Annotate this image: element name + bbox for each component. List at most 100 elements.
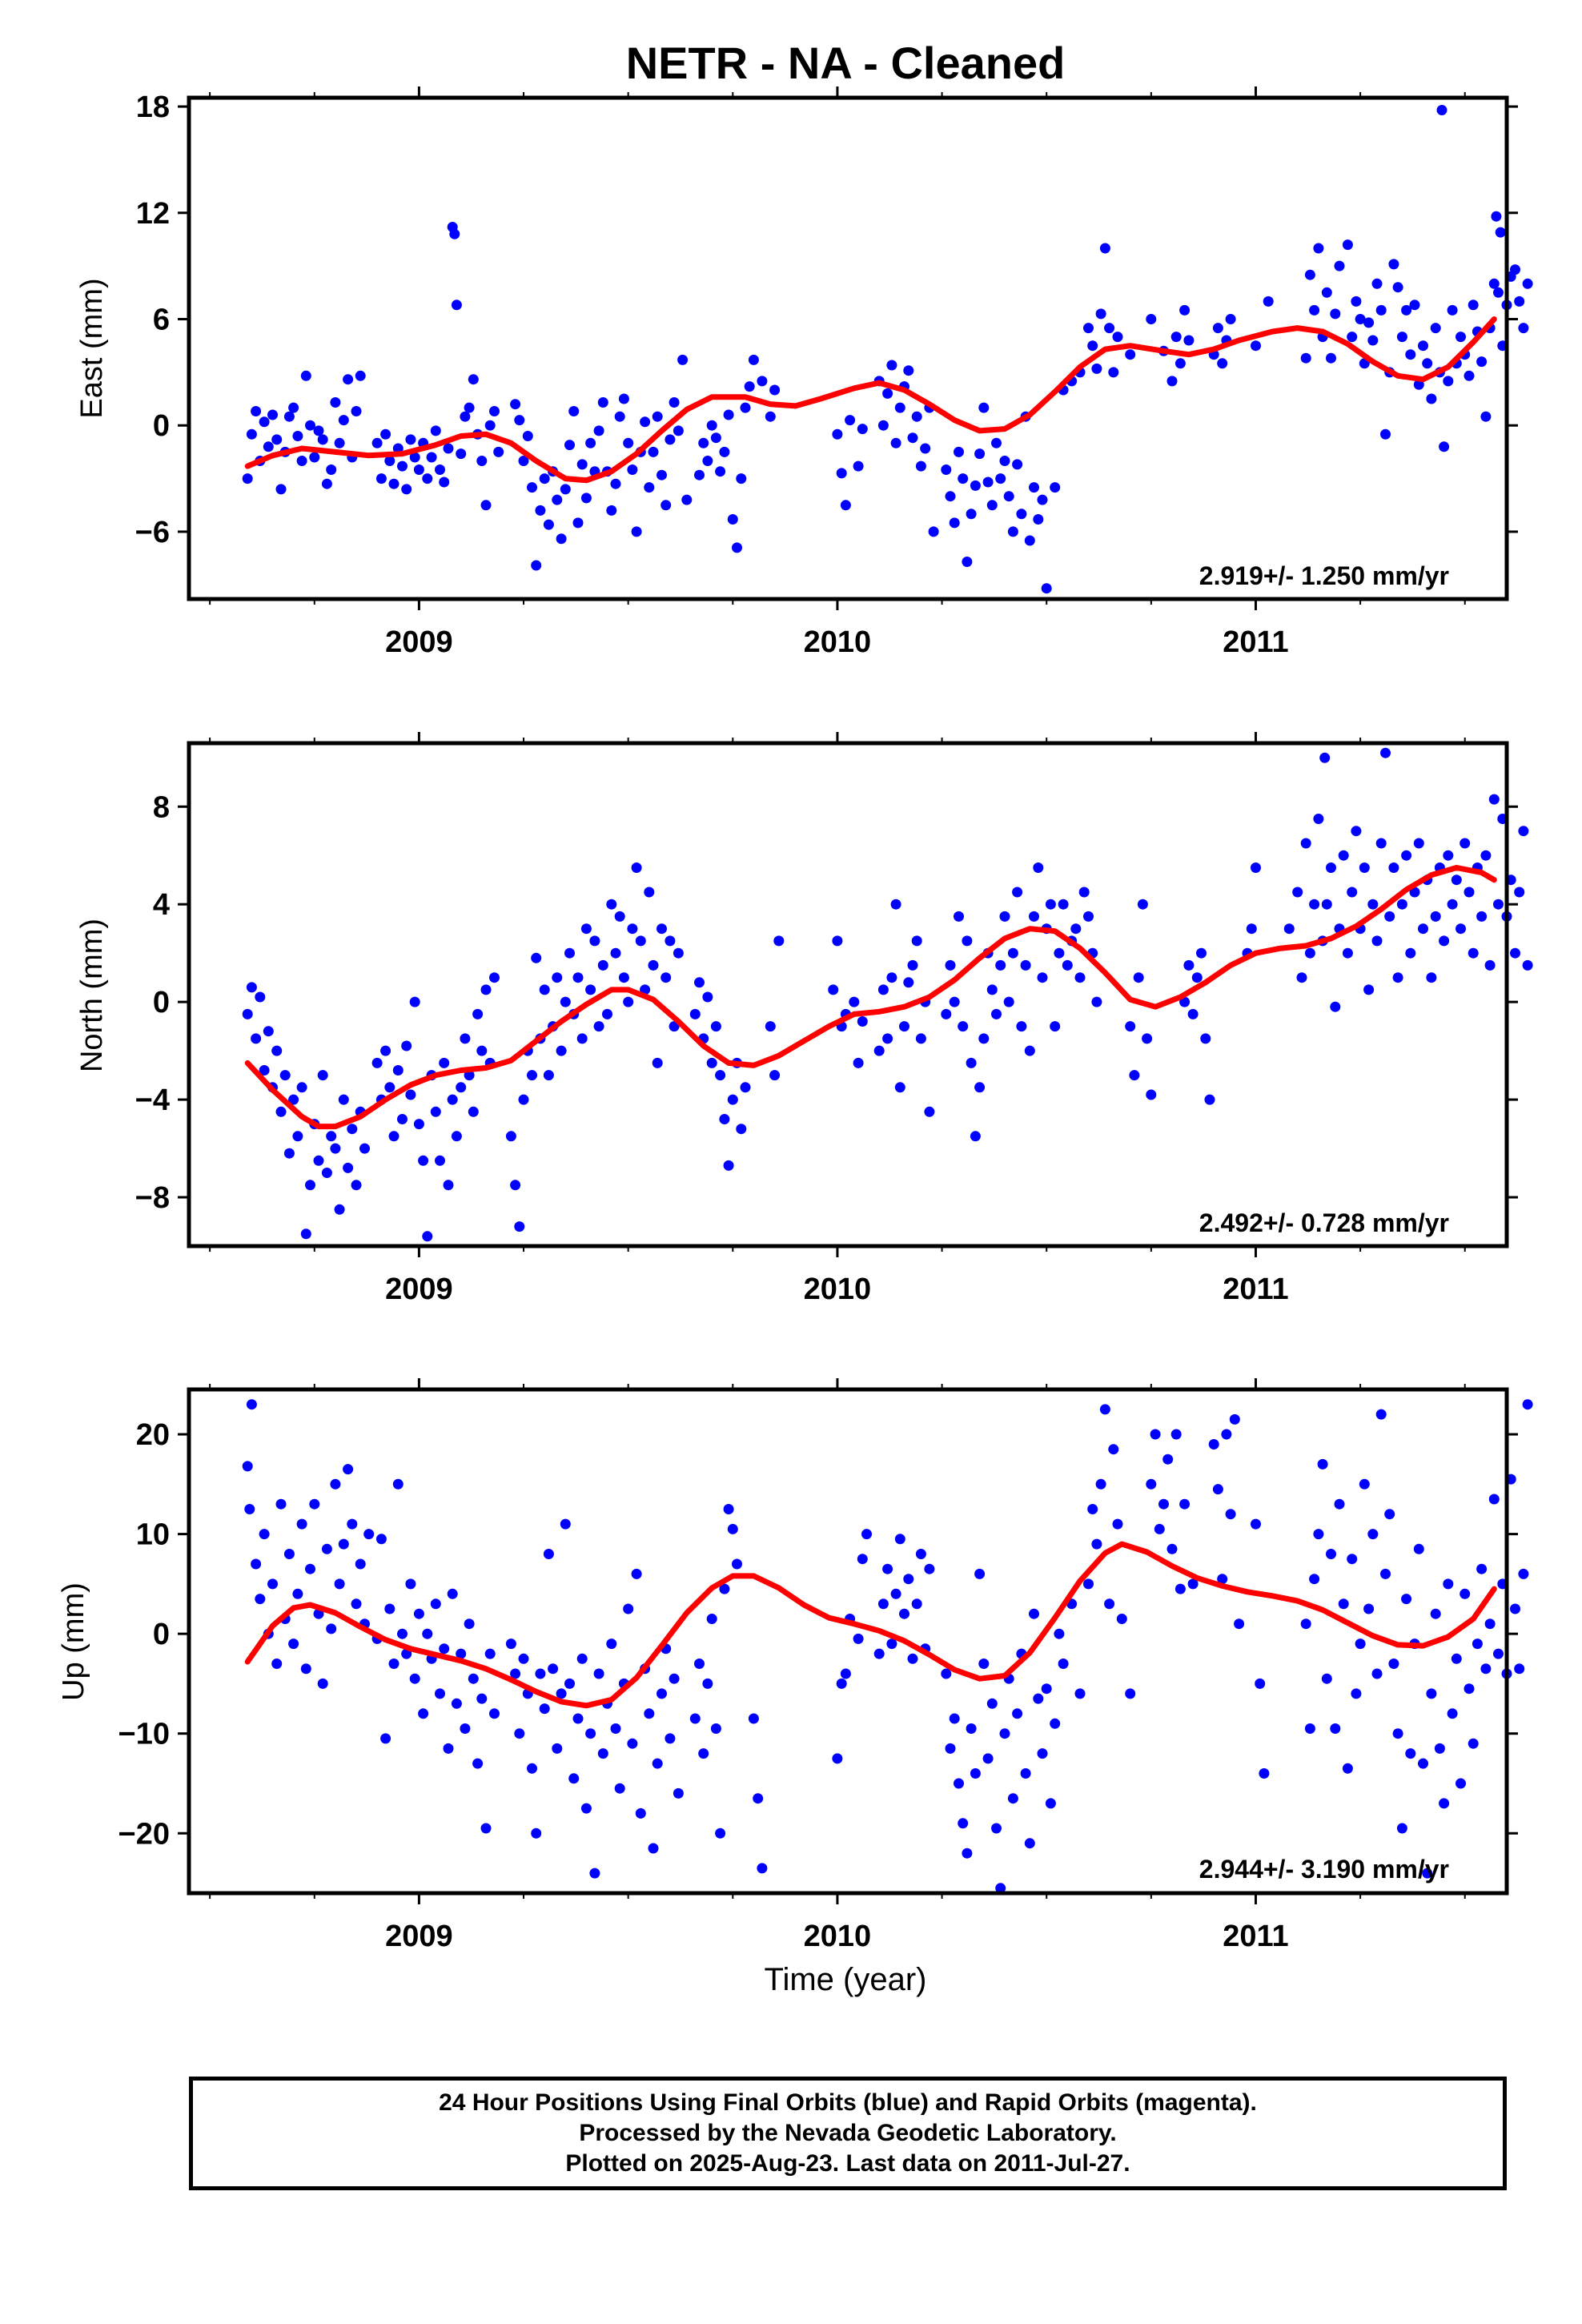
north-point bbox=[468, 1106, 479, 1117]
east-point bbox=[1263, 296, 1274, 307]
north-point bbox=[715, 1070, 726, 1081]
north-plot-frame bbox=[187, 741, 1509, 1248]
north-point bbox=[606, 899, 617, 910]
east-point bbox=[259, 416, 270, 428]
east-point bbox=[439, 476, 450, 488]
up-point bbox=[1405, 1748, 1416, 1759]
east-point bbox=[945, 491, 956, 502]
up-point bbox=[1108, 1444, 1119, 1455]
north-point bbox=[1137, 899, 1148, 910]
north-point bbox=[1133, 972, 1144, 983]
north-point bbox=[1388, 862, 1399, 873]
east-point bbox=[1491, 211, 1502, 222]
east-point bbox=[954, 446, 964, 457]
up-point bbox=[392, 1478, 404, 1490]
up-point bbox=[476, 1693, 488, 1704]
north-point bbox=[1493, 899, 1504, 910]
east-point bbox=[1380, 428, 1391, 440]
east-point bbox=[430, 425, 441, 436]
east-point bbox=[1409, 300, 1420, 311]
north-points bbox=[242, 747, 1533, 1242]
north-point bbox=[560, 996, 571, 1007]
north-xtick-label: 2009 bbox=[385, 1273, 453, 1306]
north-point bbox=[1326, 862, 1336, 873]
north-point bbox=[673, 947, 684, 959]
north-point bbox=[1129, 1070, 1140, 1081]
north-point bbox=[439, 1057, 450, 1068]
north-point bbox=[915, 1033, 926, 1044]
up-point bbox=[982, 1753, 994, 1764]
up-point bbox=[1125, 1688, 1136, 1699]
up-point bbox=[903, 1574, 914, 1585]
up-point bbox=[435, 1688, 445, 1699]
up-point bbox=[995, 1883, 1006, 1894]
north-point bbox=[518, 1094, 529, 1105]
east-point bbox=[535, 505, 546, 516]
up-point bbox=[1392, 1728, 1403, 1739]
east-point bbox=[665, 434, 676, 445]
north-point bbox=[447, 1094, 458, 1105]
north-point bbox=[941, 1008, 952, 1019]
north-point bbox=[924, 1106, 935, 1117]
north-point bbox=[242, 1008, 253, 1019]
east-point bbox=[489, 406, 500, 416]
up-axis-label: Up (mm) bbox=[57, 1582, 90, 1701]
north-point bbox=[401, 1040, 412, 1051]
up-point bbox=[648, 1843, 659, 1854]
east-point bbox=[593, 425, 604, 436]
up-point bbox=[1217, 1574, 1228, 1585]
north-point bbox=[719, 1114, 730, 1124]
east-point bbox=[706, 420, 717, 431]
up-point bbox=[1146, 1478, 1157, 1490]
up-point bbox=[694, 1659, 705, 1669]
north-point bbox=[1321, 899, 1332, 910]
up-xtick-label: 2011 bbox=[1223, 1920, 1288, 1953]
up-point bbox=[1050, 1718, 1061, 1729]
east-point bbox=[1510, 264, 1520, 275]
east-point bbox=[978, 402, 990, 413]
east-point bbox=[702, 456, 713, 466]
up-point bbox=[1170, 1429, 1182, 1440]
north-point bbox=[283, 1148, 295, 1159]
up-point bbox=[384, 1603, 396, 1614]
up-point bbox=[748, 1713, 759, 1724]
east-point bbox=[1418, 340, 1428, 352]
up-point bbox=[894, 1534, 905, 1545]
north-point bbox=[652, 1057, 663, 1068]
north-point bbox=[564, 947, 575, 959]
north-point bbox=[1396, 899, 1407, 910]
east-points bbox=[242, 105, 1533, 594]
north-point bbox=[853, 1057, 864, 1068]
east-point bbox=[1347, 332, 1358, 343]
north-point bbox=[954, 911, 964, 922]
up-point bbox=[1166, 1543, 1178, 1554]
east-point bbox=[1426, 393, 1437, 404]
east-point bbox=[1480, 411, 1492, 422]
east-point bbox=[510, 399, 521, 410]
north-point bbox=[1191, 972, 1203, 983]
north-point bbox=[1029, 911, 1039, 922]
east-point bbox=[765, 411, 776, 422]
east-point bbox=[736, 473, 747, 485]
up-point bbox=[635, 1807, 646, 1819]
east-point bbox=[698, 437, 709, 448]
up-point bbox=[853, 1633, 864, 1644]
north-point bbox=[1447, 899, 1458, 910]
up-point bbox=[1158, 1498, 1169, 1510]
up-point bbox=[593, 1668, 604, 1679]
up-point bbox=[1338, 1598, 1349, 1610]
up-point bbox=[267, 1578, 278, 1590]
north-point bbox=[1480, 850, 1492, 861]
north-point bbox=[727, 1094, 738, 1105]
up-point bbox=[397, 1628, 408, 1639]
east-point bbox=[631, 526, 642, 537]
up-point bbox=[836, 1678, 847, 1689]
up-panel: −20 −10 0 10 20 2009 2010 2011 Up (mm) 2.944+/-… bbox=[57, 1378, 1533, 1953]
up-ytick-label: 0 bbox=[153, 1618, 170, 1651]
up-point bbox=[1396, 1823, 1407, 1834]
north-point bbox=[456, 1082, 467, 1093]
east-point bbox=[375, 473, 387, 485]
up-point bbox=[1174, 1583, 1186, 1594]
east-point bbox=[476, 456, 488, 466]
east-point bbox=[422, 473, 433, 485]
